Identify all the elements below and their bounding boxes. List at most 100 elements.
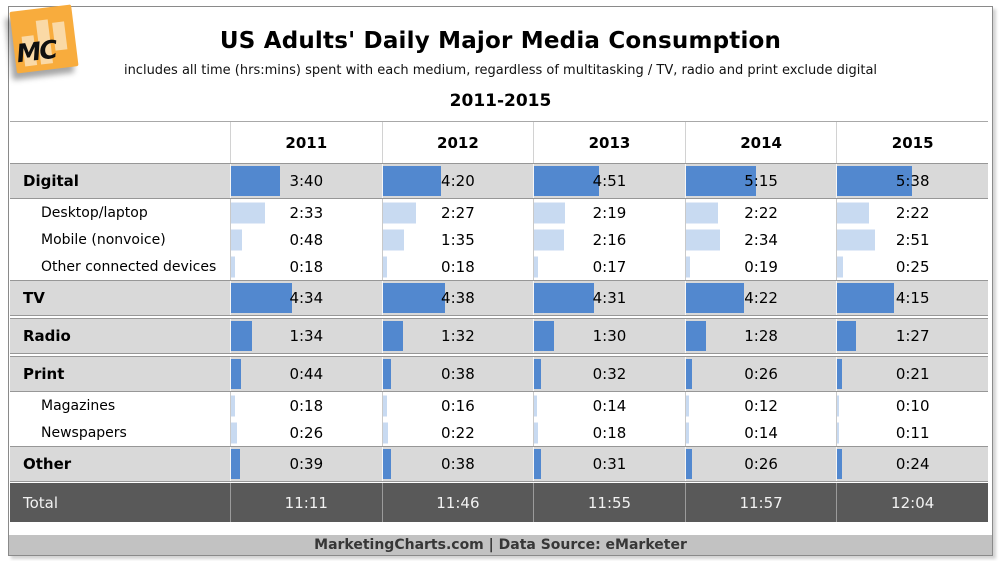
value-cell: 1:28 [684, 319, 837, 353]
media-table: 2011 2012 2013 2014 2015 Digital 3:40 4:20 4:51 5… [10, 121, 988, 522]
header-spacer [10, 122, 230, 163]
time-bar [382, 202, 416, 223]
value-cell: 2:19 [533, 199, 685, 226]
time-bar [534, 256, 539, 277]
table-row: Desktop/laptop 2:33 2:27 2:19 2:22 2:22 [10, 199, 988, 226]
value-cell: 3:40 [230, 164, 382, 198]
time-value: 0:18 [592, 423, 627, 442]
value-cell: 0:26 [230, 419, 382, 446]
row-label-text: Desktop/laptop [41, 204, 148, 221]
source-attribution: MarketingCharts.com | Data Source: eMark… [9, 535, 992, 555]
year-column-header: 2014 [684, 122, 837, 163]
time-value: 0:26 [289, 423, 324, 442]
value-cell: 0:25 [836, 253, 988, 280]
time-value: 2:16 [592, 230, 627, 249]
value-cell: 1:27 [836, 319, 988, 353]
time-bar [685, 229, 720, 250]
row-label-text: Total [23, 493, 59, 512]
year-column-header: 2013 [533, 122, 685, 163]
time-bar [534, 321, 555, 351]
table-row: Radio 1:34 1:32 1:30 1:28 1:27 [10, 318, 988, 354]
time-bar [685, 395, 689, 416]
table-row: Magazines 0:18 0:16 0:14 0:12 0:10 [10, 392, 988, 419]
time-value: 2:34 [744, 230, 778, 249]
value-cell: 0:44 [230, 357, 382, 391]
time-bar [837, 449, 843, 479]
value-cell: 0:14 [684, 419, 837, 446]
time-value: 0:39 [289, 455, 324, 473]
row-label: TV [10, 281, 230, 315]
time-bar [382, 283, 445, 313]
value-cell: 0:26 [684, 357, 837, 391]
time-value: 5:15 [744, 172, 778, 190]
time-value: 0:24 [895, 455, 930, 473]
time-value: 0:26 [744, 455, 778, 473]
row-label: Other [10, 447, 230, 481]
value-cell: 0:21 [836, 357, 988, 391]
row-label: Mobile (nonvoice) [10, 226, 230, 253]
time-value: 11:57 [739, 493, 783, 512]
value-cell: 2:16 [533, 226, 685, 253]
time-bar [534, 166, 600, 196]
table-row: Newspapers 0:26 0:22 0:18 0:14 0:11 [10, 419, 988, 446]
value-cell: 0:18 [230, 253, 382, 280]
row-label: Newspapers [10, 419, 230, 446]
time-bar [231, 166, 280, 196]
time-value: 11:55 [587, 493, 632, 512]
value-cell: 0:10 [836, 392, 988, 419]
value-cell: 0:22 [381, 419, 534, 446]
time-value: 0:26 [744, 365, 778, 383]
time-value: 4:20 [441, 172, 475, 190]
time-value: 0:38 [441, 365, 475, 383]
time-value: 2:22 [895, 203, 930, 222]
row-label-text: Magazines [41, 397, 116, 414]
time-value: 4:38 [441, 289, 475, 307]
row-label-text: Other [23, 455, 72, 473]
value-cell: 11:11 [230, 483, 382, 522]
time-bar [685, 166, 756, 196]
time-value: 1:30 [592, 327, 627, 345]
time-value: 0:38 [441, 455, 475, 473]
time-bar [382, 166, 441, 196]
logo-text: MC [14, 34, 58, 69]
value-cell: 1:30 [533, 319, 685, 353]
value-cell: 0:24 [836, 447, 988, 481]
time-value: 4:15 [895, 289, 930, 307]
year-column-header: 2015 [836, 122, 988, 163]
row-label-text: Digital [23, 172, 79, 190]
row-label-text: Other connected devices [41, 258, 217, 275]
time-value: 0:10 [895, 396, 930, 415]
value-cell: 0:18 [230, 392, 382, 419]
row-label: Total [10, 483, 230, 522]
time-bar [382, 422, 388, 443]
value-cell: 12:04 [836, 483, 988, 522]
row-label-text: TV [23, 289, 45, 307]
time-bar [382, 395, 387, 416]
row-label: Magazines [10, 392, 230, 419]
time-bar [231, 395, 235, 416]
time-value: 2:22 [744, 203, 778, 222]
value-cell: 1:34 [230, 319, 382, 353]
time-value: 11:11 [284, 493, 328, 512]
time-bar [231, 321, 252, 351]
time-bar [231, 202, 265, 223]
table-row: Other connected devices 0:18 0:18 0:17 0:19 0… [10, 253, 988, 280]
row-label: Desktop/laptop [10, 199, 230, 226]
time-value: 0:32 [592, 365, 627, 383]
time-bar [231, 359, 241, 389]
time-value: 5:38 [895, 172, 930, 190]
time-value: 0:48 [289, 230, 324, 249]
time-value: 0:18 [289, 257, 324, 276]
date-range: 2011-2015 [449, 91, 552, 111]
value-cell: 11:57 [684, 483, 837, 522]
time-value: 4:34 [289, 289, 324, 307]
value-cell: 2:22 [836, 199, 988, 226]
time-bar [837, 166, 913, 196]
value-cell: 4:51 [533, 164, 685, 198]
value-cell: 5:15 [684, 164, 837, 198]
value-cell: 0:38 [381, 447, 534, 481]
time-bar [837, 229, 876, 250]
year-column-header: 2012 [381, 122, 534, 163]
time-bar [837, 283, 895, 313]
time-bar [382, 229, 404, 250]
